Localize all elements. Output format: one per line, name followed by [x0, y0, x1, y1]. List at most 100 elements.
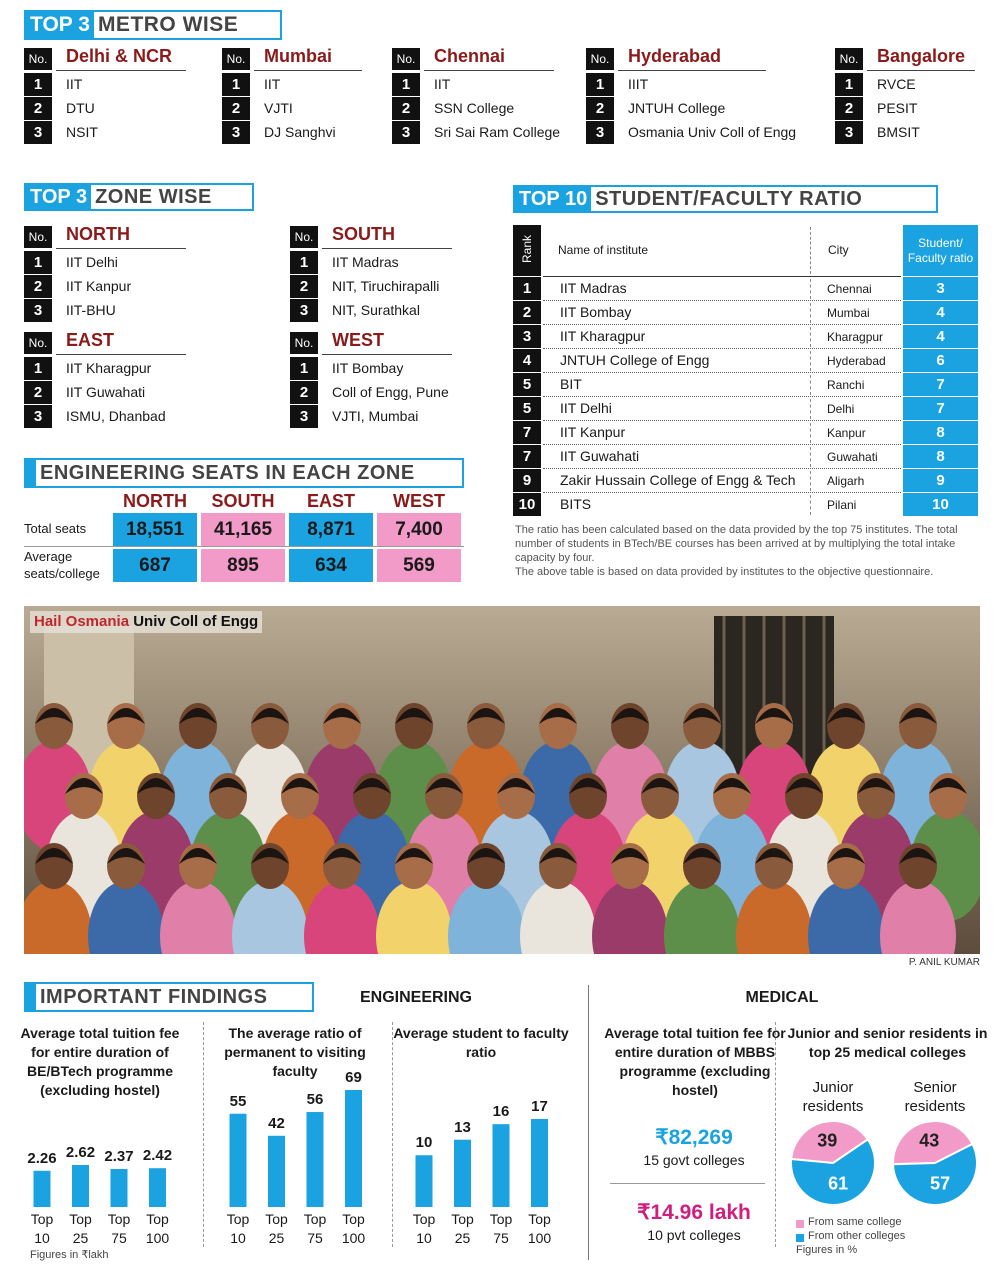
divider	[775, 1022, 776, 1247]
row-rule	[543, 444, 901, 445]
list-heading: NORTH	[66, 224, 130, 244]
person-hair	[497, 778, 535, 794]
rank-number: 3	[222, 121, 250, 144]
institute-name: Zakir Hussain College of Engg & Tech	[560, 472, 796, 488]
no-header: No.	[392, 48, 420, 70]
section-title-text: METRO WISE	[97, 13, 239, 36]
section-title: TOP 3 METRO WISE	[24, 10, 282, 40]
ratio-cell: 7	[903, 397, 978, 420]
no-header: No.	[24, 332, 52, 354]
ratio-cell: 4	[903, 325, 978, 348]
rank-number: 3	[290, 299, 318, 322]
list-item: DJ Sanghvi	[264, 124, 336, 140]
person-hair	[467, 848, 505, 864]
value-label: 16	[492, 1103, 510, 1121]
no-header: No.	[586, 48, 614, 70]
person-hair	[179, 708, 217, 724]
row-label: Average seats/college	[24, 549, 100, 581]
rank-cell: 5	[513, 397, 541, 420]
rank-number: 1	[290, 251, 318, 274]
institute-name: IIT Kanpur	[560, 424, 626, 440]
legend-swatch	[796, 1220, 804, 1228]
city-name: Mumbai	[827, 306, 870, 320]
list-heading: Bangalore	[877, 46, 966, 66]
header-rule	[543, 276, 901, 277]
person-hair	[35, 848, 73, 864]
cell-divider	[810, 447, 811, 467]
person-hair	[899, 848, 937, 864]
rank-number: 2	[586, 97, 614, 120]
category-label: Top 100	[341, 1211, 366, 1246]
row-label: Total seats	[24, 521, 87, 536]
list-heading: EAST	[66, 330, 115, 350]
person-body	[160, 881, 236, 954]
rank-number: 3	[290, 405, 318, 428]
category-label: Top 10	[226, 1211, 250, 1246]
zone-header: WEST	[393, 491, 445, 511]
person-hair	[929, 778, 967, 794]
rank-cell: 1	[513, 277, 541, 300]
rank-number: 1	[222, 73, 250, 96]
total-seats: 8,871	[289, 513, 373, 546]
list-item: IIIT	[628, 76, 649, 92]
person-hair	[827, 848, 865, 864]
ratio-cell: 9	[903, 469, 978, 492]
list-item: Osmania Univ Coll of Engg	[628, 124, 797, 140]
person-hair	[323, 848, 361, 864]
rank-cell: 7	[513, 445, 541, 468]
list-heading: Hyderabad	[628, 46, 722, 66]
rank-number: 2	[392, 97, 420, 120]
ratio-cell: 7	[903, 373, 978, 396]
person-hair	[539, 708, 577, 724]
person-hair	[353, 778, 391, 794]
fee-rule	[610, 1183, 765, 1184]
category-label: Top 100	[527, 1211, 552, 1246]
list-item: IIT Bombay	[332, 360, 404, 376]
category-label: Top 25	[69, 1211, 92, 1246]
column-divider	[810, 227, 811, 274]
rank-number: 2	[290, 381, 318, 404]
cell-divider	[810, 495, 811, 515]
rank-number: 2	[222, 97, 250, 120]
list-heading: Mumbai	[264, 46, 333, 66]
person-hair	[539, 848, 577, 864]
rank-number: 1	[24, 73, 52, 96]
heading-rule	[322, 354, 452, 355]
row-rule	[543, 492, 901, 493]
category-label: Top 100	[145, 1211, 170, 1246]
rank-cell: 10	[513, 493, 541, 516]
heading-rule	[254, 70, 362, 71]
list-item: IIT	[66, 76, 83, 92]
zone-header: SOUTH	[211, 491, 275, 511]
list-item: IIT Delhi	[66, 254, 118, 270]
total-seats: 18,551	[113, 513, 197, 546]
no-header: No.	[290, 332, 318, 354]
list-item: IIT Kharagpur	[66, 360, 152, 376]
rank-number: 1	[24, 251, 52, 274]
value-label: 10	[415, 1134, 433, 1152]
person-hair	[755, 848, 793, 864]
person-hair	[713, 778, 751, 794]
person-body	[736, 881, 812, 954]
row-rule	[543, 324, 901, 325]
legend-label: From same college	[808, 1216, 902, 1228]
ratio-cell: 4	[903, 301, 978, 324]
person-hair	[425, 778, 463, 794]
rank-number: 3	[24, 405, 52, 428]
value-label: 2.62	[65, 1144, 96, 1161]
bar	[33, 1170, 51, 1207]
city-name: Kanpur	[827, 426, 866, 440]
no-header: No.	[835, 48, 863, 70]
caption-text: Univ Coll of Engg	[133, 613, 259, 630]
value-label: 56	[306, 1091, 324, 1109]
person-hair	[857, 778, 895, 794]
person-hair	[107, 708, 145, 724]
value-label: 42	[268, 1114, 285, 1132]
institute-name: IIT Delhi	[560, 400, 612, 416]
value-label: 13	[454, 1118, 471, 1136]
list-item: Coll of Engg, Pune	[332, 384, 449, 400]
total-seats: 41,165	[201, 513, 285, 546]
rank-cell: 4	[513, 349, 541, 372]
city-name: Hyderabad	[827, 354, 886, 368]
